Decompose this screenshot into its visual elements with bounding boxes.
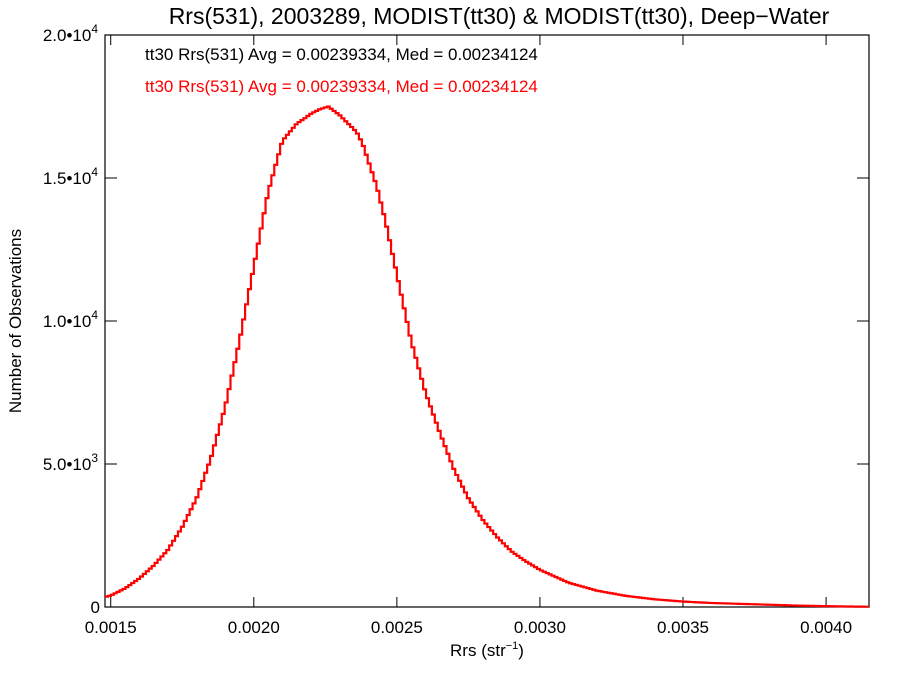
x-tick-label: 0.0040 — [800, 618, 852, 637]
histogram-series-line — [105, 105, 869, 608]
plot-frame — [104, 34, 870, 608]
x-tick-label: 0.0035 — [657, 618, 709, 637]
x-axis: 0.0015 0.0020 0.0025 0.0030 0.0035 0.0040 — [85, 35, 852, 637]
y-tick-label: 0 — [91, 598, 100, 617]
y-tick-label: 1.0•104 — [43, 308, 99, 331]
y-tick-label: 5.0•103 — [43, 451, 99, 474]
x-tick-label: 0.0030 — [514, 618, 566, 637]
y-tick-label: 1.5•104 — [43, 165, 99, 188]
legend-entry-1: tt30 Rrs(531) Avg = 0.00239334, Med = 0.… — [145, 45, 538, 64]
legend-entry-2: tt30 Rrs(531) Avg = 0.00239334, Med = 0.… — [145, 77, 538, 96]
y-axis-label: Number of Observations — [6, 229, 25, 413]
series-layer — [105, 105, 869, 608]
x-axis-label: Rrs (str−1) — [450, 640, 524, 660]
x-tick-label: 0.0025 — [371, 618, 423, 637]
x-tick-label: 0.0015 — [85, 618, 137, 637]
y-tick-label: 2.0•104 — [43, 22, 99, 45]
x-tick-label: 0.0020 — [228, 618, 280, 637]
chart-title: Rrs(531), 2003289, MODIST(tt30) & MODIST… — [169, 3, 830, 29]
y-axis: 0 5.0•103 1.0•104 1.5•104 2.0•104 — [43, 22, 869, 617]
